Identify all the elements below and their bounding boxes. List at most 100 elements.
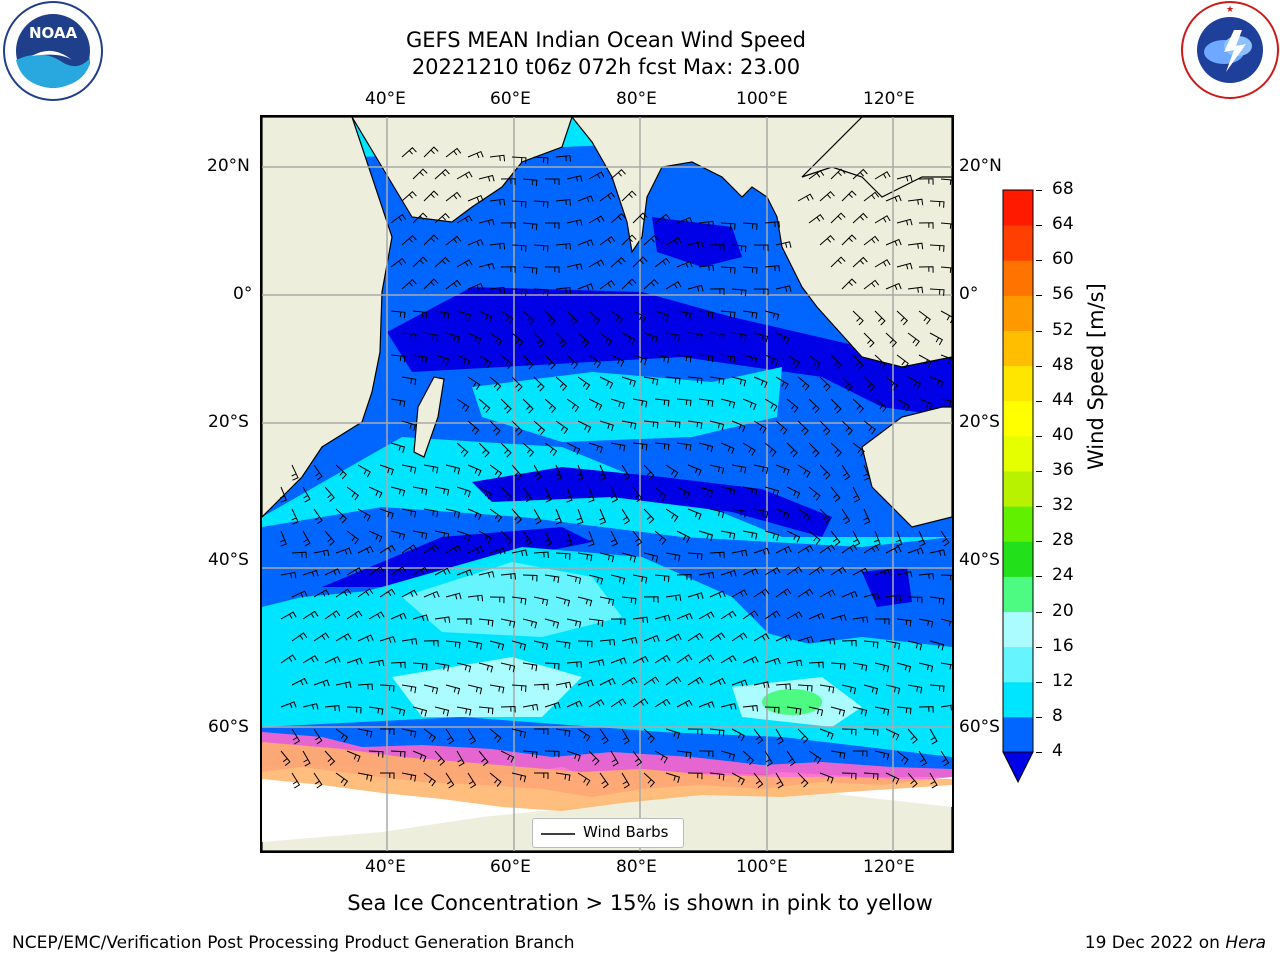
wind-barb xyxy=(643,464,655,480)
wind-barb xyxy=(753,332,769,343)
wind-barb xyxy=(335,633,352,642)
wind-barb xyxy=(545,178,560,185)
wind-barb xyxy=(753,464,769,475)
wind-barb xyxy=(940,222,952,229)
wind-barb xyxy=(599,552,615,563)
wind-barb xyxy=(764,486,780,497)
wind-barb xyxy=(808,169,825,180)
wind-barb xyxy=(621,508,631,525)
wind-barb xyxy=(863,592,880,600)
wind-barb xyxy=(357,546,374,554)
wind-barb xyxy=(302,486,311,503)
wind-barb xyxy=(709,420,725,431)
lat-tick-left: 0° xyxy=(233,284,253,304)
wind-barb xyxy=(819,376,831,392)
wind-barb xyxy=(610,698,627,708)
wind-barb xyxy=(896,174,913,182)
colorbar-segment xyxy=(1003,576,1033,612)
wind-barb xyxy=(742,398,757,411)
wind-barb xyxy=(478,486,492,500)
wind-barb xyxy=(929,376,944,388)
wind-barb xyxy=(643,728,656,744)
wind-barb xyxy=(357,728,373,738)
wind-barb xyxy=(599,638,616,646)
wind-barb xyxy=(610,168,626,180)
wind-barb xyxy=(511,244,527,252)
wind-barb xyxy=(753,681,770,688)
wind-barb xyxy=(720,222,736,230)
colorbar-extend-arrow xyxy=(1002,751,1034,784)
wind-barb xyxy=(786,354,800,368)
wind-barb xyxy=(566,442,581,455)
wind-barb xyxy=(742,530,758,540)
wind-barb xyxy=(545,222,560,229)
wind-barb xyxy=(940,310,952,324)
wind-barb xyxy=(555,199,571,206)
wind-barb xyxy=(533,244,549,252)
wind-barb xyxy=(621,636,638,644)
wind-barb xyxy=(500,354,513,369)
wind-barb xyxy=(830,614,847,622)
wind-barb xyxy=(588,699,605,708)
wind-barb xyxy=(808,486,821,501)
wind-barb xyxy=(742,486,758,496)
wind-barb xyxy=(379,636,396,643)
wind-barb xyxy=(500,530,513,546)
wind-barb xyxy=(522,530,532,547)
wind-barb xyxy=(390,398,406,408)
wind-barb xyxy=(456,750,465,767)
wind-barb xyxy=(687,240,704,248)
wind-barb xyxy=(621,420,637,430)
wind-barb xyxy=(885,194,902,202)
wind-barb xyxy=(918,178,934,185)
wind-barb xyxy=(731,244,747,253)
wind-barb xyxy=(643,332,658,344)
wind-barb xyxy=(544,530,552,547)
wind-barb xyxy=(863,684,879,695)
wind-barb xyxy=(643,508,655,524)
wind-barb xyxy=(907,376,921,390)
wind-barb xyxy=(918,530,926,547)
wind-barb xyxy=(566,219,583,226)
wind-barb xyxy=(456,398,470,412)
wind-barb xyxy=(709,677,726,686)
wind-barb xyxy=(511,200,527,208)
wind-barb xyxy=(533,376,545,392)
wind-barb xyxy=(731,589,748,598)
wind-barb xyxy=(533,420,546,436)
wind-barb xyxy=(423,190,439,202)
wind-barb xyxy=(830,398,842,414)
wind-barb xyxy=(423,278,439,290)
wind-barb xyxy=(544,398,557,414)
wind-barb xyxy=(918,706,934,713)
wind-barb xyxy=(709,244,725,251)
wind-barb xyxy=(687,284,704,292)
wind-barb xyxy=(291,728,301,745)
wind-barb xyxy=(533,683,549,691)
wind-barb xyxy=(632,616,649,624)
wind-barb xyxy=(478,218,495,226)
wind-barb xyxy=(346,706,362,714)
wind-barb xyxy=(522,574,538,582)
colorbar-tick-label: 60 xyxy=(1052,249,1074,270)
colorbar-tick-label: 32 xyxy=(1052,495,1074,516)
wind-barb xyxy=(346,610,363,620)
wind-barb xyxy=(566,700,583,708)
wind-barb xyxy=(522,750,538,759)
wind-barb xyxy=(852,442,865,457)
wind-barb xyxy=(731,332,747,341)
wind-barb xyxy=(467,194,484,203)
wind-barb xyxy=(368,706,384,716)
wind-barb xyxy=(379,588,396,598)
wind-barb xyxy=(808,612,825,620)
lat-tick-right: 0° xyxy=(959,284,979,304)
wind-barb xyxy=(895,530,903,547)
wind-barb xyxy=(907,640,923,651)
wind-barb xyxy=(687,676,704,686)
wind-barb xyxy=(841,684,857,695)
wind-barb xyxy=(522,398,534,414)
wind-barb xyxy=(533,156,549,164)
wind-barb xyxy=(643,772,656,788)
wind-barb xyxy=(929,772,938,789)
wind-barb xyxy=(874,215,891,224)
